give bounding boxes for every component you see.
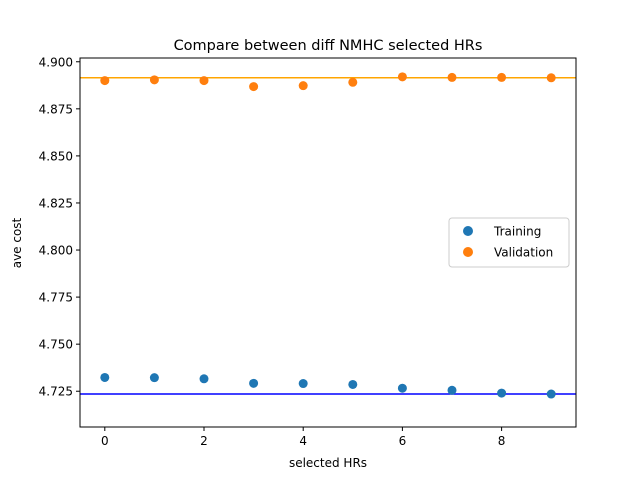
- y-tick-label: 4.825: [39, 196, 73, 210]
- point-validation-8: [497, 72, 507, 82]
- y-axis-label: ave cost: [10, 217, 24, 268]
- x-tick-label: 2: [200, 434, 208, 448]
- y-tick-label: 4.850: [39, 149, 73, 163]
- y-tick-label: 4.875: [39, 102, 73, 116]
- point-training-5: [348, 379, 358, 389]
- point-validation-3: [249, 82, 259, 92]
- point-validation-2: [199, 76, 209, 86]
- legend-label-validation: Validation: [494, 246, 553, 260]
- legend-marker-training: [463, 226, 473, 236]
- y-tick-label: 4.800: [39, 244, 73, 258]
- legend-marker-validation: [463, 247, 473, 257]
- point-training-8: [497, 388, 507, 398]
- data-points: [100, 72, 556, 399]
- point-validation-6: [397, 72, 407, 82]
- y-tick-label: 4.900: [39, 55, 73, 69]
- y-tick-label: 4.750: [39, 338, 73, 352]
- point-validation-1: [149, 75, 159, 85]
- x-tick-label: 6: [399, 434, 407, 448]
- y-tick-label: 4.725: [39, 385, 73, 399]
- point-training-9: [546, 389, 556, 399]
- legend-box: [448, 217, 570, 268]
- x-tick-label: 0: [101, 434, 109, 448]
- chart-title: Compare between diff NMHC selected HRs: [174, 38, 483, 54]
- legend-label-training: Training: [493, 225, 541, 239]
- point-training-0: [100, 372, 110, 382]
- point-validation-0: [100, 76, 110, 86]
- y-axis-ticks: 4.725 4.750 4.775 4.800 4.825 4.850 4.875 4.900: [39, 55, 80, 399]
- point-training-2: [199, 374, 209, 384]
- point-validation-5: [348, 77, 358, 87]
- legend: Training Validation: [448, 217, 570, 268]
- x-tick-label: 8: [498, 434, 506, 448]
- point-training-1: [149, 373, 159, 383]
- point-validation-7: [447, 72, 457, 82]
- x-axis-label: selected HRs: [289, 456, 367, 470]
- point-validation-4: [298, 81, 308, 91]
- point-training-3: [249, 378, 259, 388]
- plot-frame: [79, 57, 577, 428]
- point-validation-9: [546, 73, 556, 83]
- point-training-4: [298, 379, 308, 389]
- point-training-6: [397, 383, 407, 393]
- x-tick-label: 4: [299, 434, 307, 448]
- y-tick-label: 4.775: [39, 291, 73, 305]
- x-axis-ticks: 0 2 4 6 8: [101, 427, 505, 448]
- point-training-7: [447, 385, 457, 395]
- reference-lines: [80, 77, 576, 395]
